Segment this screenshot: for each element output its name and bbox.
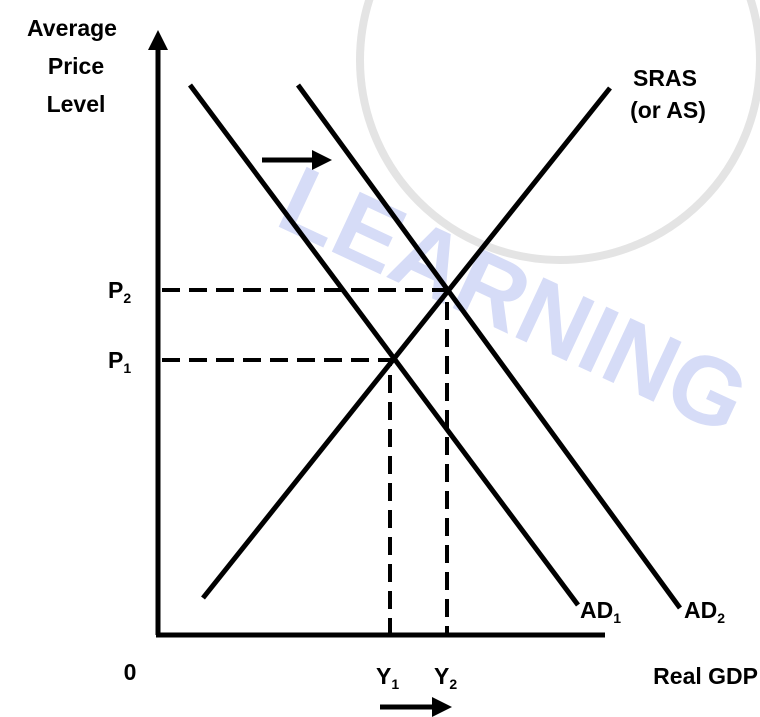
ad1-curve xyxy=(187,83,581,607)
sras-label: (or AS) xyxy=(630,97,706,123)
ad2-curve xyxy=(295,83,683,610)
sras-label: SRAS xyxy=(633,65,697,91)
y2-label: Y2 xyxy=(434,663,457,692)
p1-label: P1 xyxy=(108,347,131,376)
x-axis-label: Real GDP xyxy=(653,663,758,689)
p2-guide xyxy=(162,288,449,635)
p1-guide xyxy=(162,358,392,635)
p2-label: P2 xyxy=(108,277,131,306)
watermark: LEARNING xyxy=(264,146,760,455)
sras-curve xyxy=(201,86,612,600)
y-axis-label: Price xyxy=(48,53,104,79)
origin-label: 0 xyxy=(124,659,137,685)
watermark-circle xyxy=(356,0,760,264)
y-axis-label: Level xyxy=(47,91,106,117)
y1-label: Y1 xyxy=(376,663,399,692)
y-axis-label: Average xyxy=(27,15,117,41)
ad1-label: AD1 xyxy=(580,597,621,626)
ad2-label: AD2 xyxy=(684,597,725,626)
